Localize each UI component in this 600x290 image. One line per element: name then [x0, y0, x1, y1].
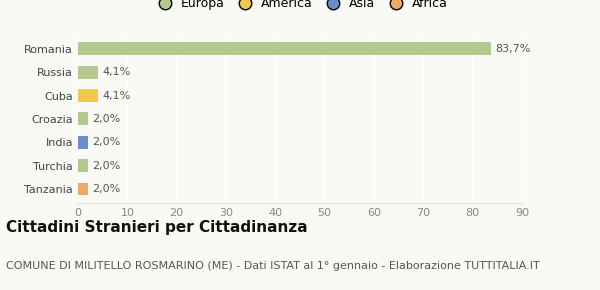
Bar — [78, 182, 88, 195]
Text: 2,0%: 2,0% — [92, 114, 120, 124]
Legend: Europa, America, Asia, Africa: Europa, America, Asia, Africa — [148, 0, 452, 15]
Text: 83,7%: 83,7% — [495, 44, 530, 54]
Bar — [78, 136, 88, 149]
Bar — [78, 159, 88, 172]
Text: Cittadini Stranieri per Cittadinanza: Cittadini Stranieri per Cittadinanza — [6, 220, 308, 235]
Text: 2,0%: 2,0% — [92, 161, 120, 171]
Text: COMUNE DI MILITELLO ROSMARINO (ME) - Dati ISTAT al 1° gennaio - Elaborazione TUT: COMUNE DI MILITELLO ROSMARINO (ME) - Dat… — [6, 261, 540, 271]
Text: 2,0%: 2,0% — [92, 137, 120, 147]
Bar — [78, 42, 491, 55]
Bar — [78, 66, 98, 79]
Bar — [78, 89, 98, 102]
Bar — [78, 113, 88, 125]
Text: 4,1%: 4,1% — [102, 67, 130, 77]
Text: 4,1%: 4,1% — [102, 90, 130, 101]
Text: 2,0%: 2,0% — [92, 184, 120, 194]
